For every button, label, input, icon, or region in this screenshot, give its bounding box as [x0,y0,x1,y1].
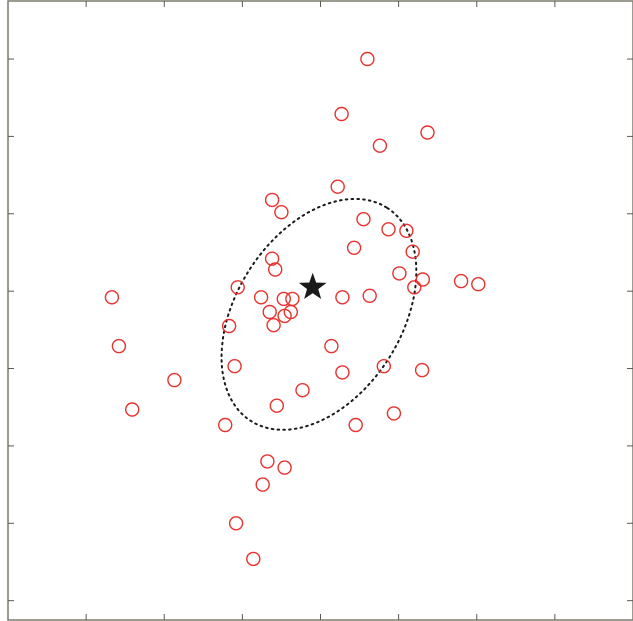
data-point [227,359,242,374]
data-point [405,244,420,259]
data-point [264,251,280,266]
data-point [381,222,396,237]
data-point [360,51,375,67]
confidence-ellipse [220,197,418,431]
data-point [362,288,377,303]
data-point [124,402,140,417]
data-point [221,318,237,334]
axes-frame [7,0,633,621]
data-point [471,277,486,292]
data-point [253,290,269,305]
data-point [330,179,345,194]
data-point [277,460,292,475]
data-point [217,417,233,433]
data-point [277,308,292,324]
data-point [246,551,261,567]
data-point [228,516,244,531]
data-point [111,338,127,354]
data-point [453,273,469,289]
data-point [414,362,430,378]
data-point [262,304,277,320]
data-point [334,106,349,122]
data-point [260,454,275,469]
data-point [356,211,371,227]
data-point [167,372,182,388]
data-point [386,406,402,421]
centroid-star-marker [298,272,327,300]
data-point [335,365,350,380]
data-point [407,280,422,295]
tick-marks [8,1,633,620]
data-point [104,290,120,305]
data-point [348,417,363,433]
data-point [269,398,284,413]
data-point [230,280,245,295]
data-point [335,290,350,305]
data-point [399,223,414,239]
data-point [276,291,291,307]
data-point [376,359,391,374]
data-point [266,318,281,333]
data-point [324,338,339,354]
data-point [268,262,283,277]
data-point [392,266,407,281]
data-points [104,51,486,567]
data-point [255,477,270,492]
data-point [264,192,280,208]
data-point [274,204,289,220]
data-point [295,383,310,398]
data-point [415,272,430,287]
data-point [346,240,362,256]
data-point [420,125,435,140]
data-point [372,138,388,153]
